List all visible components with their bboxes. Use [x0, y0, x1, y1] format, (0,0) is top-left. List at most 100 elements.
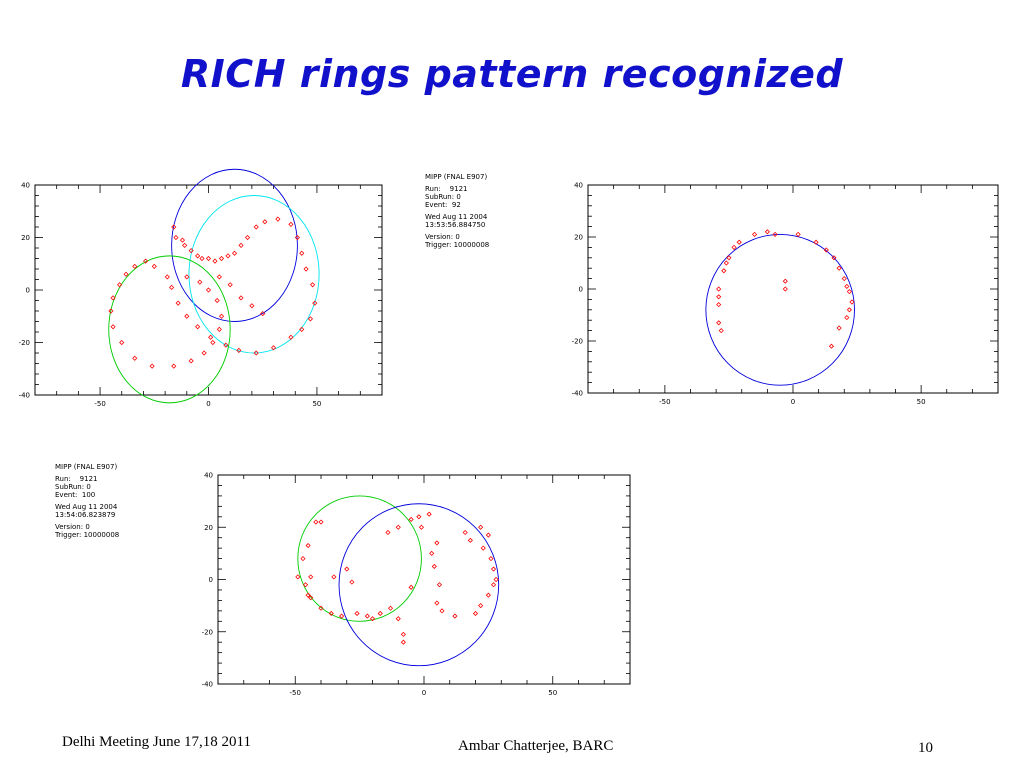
hit-point: [716, 286, 722, 292]
hit-point: [260, 311, 266, 317]
hit-point: [212, 258, 218, 264]
hit-point: [216, 274, 222, 280]
hit-point: [331, 574, 337, 580]
hit-point: [408, 516, 414, 522]
hit-point: [199, 255, 205, 262]
hit-point: [831, 255, 837, 261]
hit-point: [182, 242, 188, 248]
hit-point: [434, 600, 440, 606]
footer-meeting: Delhi Meeting June 17,18 2011: [62, 734, 252, 750]
hit-point: [836, 325, 842, 331]
hit-point: [307, 316, 313, 322]
event-info-92: MIPP (FNAL E907) Run: 9121 SubRun: 0 Event:…: [425, 173, 489, 249]
hit-point: [308, 574, 314, 580]
hit-point: [132, 355, 138, 361]
x-tick-label: 0: [791, 398, 795, 406]
y-tick-label: 0: [209, 576, 213, 584]
hit-point: [395, 616, 401, 622]
x-tick-label: 50: [312, 400, 321, 408]
hit-point: [439, 608, 445, 614]
hit-point: [151, 263, 157, 269]
y-tick-label: 0: [26, 287, 30, 295]
hit-point: [175, 300, 181, 306]
y-tick-label: 20: [204, 524, 213, 532]
hit-point: [721, 268, 727, 274]
plot-frame: [587, 184, 999, 394]
hit-point: [305, 542, 311, 549]
hit-point: [478, 524, 484, 530]
event-info-line: MIPP (FNAL E907): [55, 463, 118, 471]
hit-point: [231, 250, 238, 256]
hit-point: [173, 234, 179, 241]
hit-point: [236, 347, 242, 353]
event-display-100: 40 20 0 -20 -40 -50 0 50: [202, 472, 631, 697]
hit-point: [408, 584, 414, 590]
hit-point: [171, 224, 177, 230]
hit-point: [349, 579, 355, 585]
hit-point: [288, 334, 294, 340]
hit-point: [110, 324, 116, 330]
hit-point: [143, 258, 149, 264]
hit-point: [751, 231, 758, 237]
hit-point: [716, 302, 722, 308]
hit-point: [472, 610, 479, 617]
event-info-line: Version: 0: [425, 233, 460, 241]
y-tick-label: 40: [21, 182, 30, 190]
x-tick-label: 50: [548, 689, 557, 697]
hit-point: [227, 282, 233, 288]
ring-fit: [297, 495, 422, 622]
hit-point: [823, 247, 829, 253]
hit-point: [169, 284, 175, 290]
hit-point: [328, 610, 334, 617]
y-tick-label: 0: [579, 286, 583, 294]
hit-point: [493, 576, 499, 583]
hit-point: [179, 237, 186, 243]
y-tick-label: -40: [572, 390, 583, 398]
hit-point: [480, 545, 486, 551]
hit-point: [214, 297, 220, 304]
hit-point: [436, 582, 443, 588]
hit-point: [119, 339, 125, 346]
hit-point: [841, 276, 847, 282]
hit-point: [253, 224, 259, 230]
event-info-line: SubRun: 0: [425, 193, 461, 201]
event-display-single-ring: 40 20 0 -20 -40 -50 0 50: [572, 182, 999, 406]
hit-point: [195, 253, 201, 259]
hit-point: [836, 265, 842, 271]
hit-point: [223, 342, 229, 348]
x-tick-label: 50: [917, 398, 926, 406]
hit-point: [171, 363, 177, 369]
hit-point: [718, 328, 724, 334]
hit-point: [201, 350, 207, 356]
hit-point: [339, 613, 345, 619]
hit-point: [117, 282, 123, 288]
hit-point: [302, 582, 309, 588]
event-info-line: 13:53:56.884750: [425, 221, 486, 229]
hit-point: [318, 605, 324, 611]
event-info-line: Run: 9121: [55, 475, 98, 483]
hit-point: [813, 239, 819, 245]
y-tick-label: 20: [574, 234, 583, 242]
hit-point: [452, 613, 458, 619]
slide-title: RICH rings pattern recognized: [180, 52, 844, 96]
event-info-line: Trigger: 10000008: [425, 241, 490, 249]
event-info-line: Version: 0: [55, 523, 90, 531]
hit-point: [764, 229, 770, 235]
hit-point: [218, 255, 225, 262]
y-tick-label: 20: [21, 234, 30, 242]
hit-point: [205, 255, 212, 262]
hit-point: [429, 550, 435, 556]
hit-point: [364, 613, 370, 619]
hit-point: [197, 279, 203, 285]
x-tick-label: 0: [206, 400, 210, 408]
hit-point: [395, 524, 401, 530]
hit-point: [726, 255, 732, 261]
hit-point: [846, 289, 852, 295]
hit-point: [716, 294, 722, 300]
y-tick-label: -20: [19, 339, 30, 347]
hit-point: [313, 519, 319, 525]
hit-point: [299, 326, 305, 332]
hit-point: [731, 244, 737, 250]
hit-point: [418, 524, 424, 530]
hit-point: [344, 566, 350, 572]
